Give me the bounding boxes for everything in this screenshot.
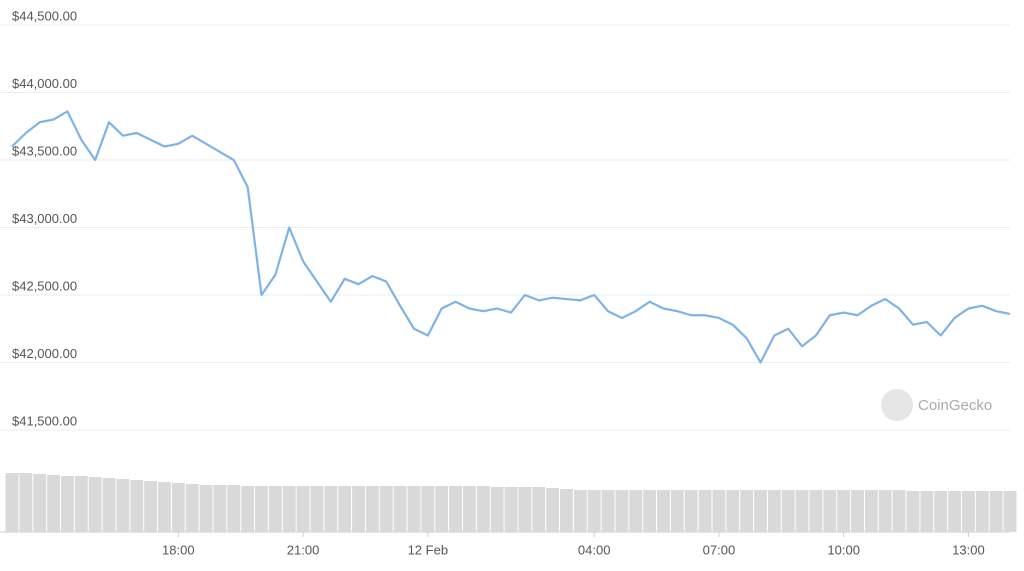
- volume-bar: [934, 491, 948, 532]
- volume-bar: [573, 490, 587, 532]
- volume-bar: [961, 491, 975, 532]
- volume-bar: [615, 490, 629, 532]
- volume-bar: [657, 490, 670, 532]
- volume-bar: [476, 486, 490, 532]
- volume-bar: [532, 487, 546, 532]
- volume-bar: [158, 482, 171, 532]
- x-tick-label: 07:00: [703, 542, 736, 557]
- price-line: [11, 110, 1011, 364]
- volume-bar: [213, 485, 227, 532]
- volume-bar: [920, 491, 934, 532]
- volume-bar: [171, 483, 185, 532]
- volume-bar: [878, 490, 892, 532]
- volume-bar: [1003, 491, 1017, 532]
- watermark-text: CoinGecko: [918, 397, 992, 414]
- y-tick-label: $42,000.00: [12, 346, 77, 361]
- volume-bar: [74, 476, 88, 532]
- volume-bar: [740, 490, 754, 532]
- volume-bar: [504, 487, 518, 532]
- volume-bar: [601, 490, 615, 532]
- volume-bar: [754, 490, 767, 532]
- volume-bar: [726, 490, 740, 532]
- volume-bar: [241, 486, 255, 532]
- volume-bar: [560, 489, 573, 532]
- volume-bar: [61, 476, 74, 532]
- volume-bar: [948, 491, 961, 532]
- volume-bar: [975, 491, 989, 532]
- volume-bar: [310, 486, 324, 532]
- volume-bar: [698, 490, 712, 532]
- volume-bar: [795, 490, 809, 532]
- x-tick-label: 18:00: [162, 542, 195, 557]
- volume-bar: [393, 486, 407, 532]
- x-tick-label: 04:00: [578, 542, 611, 557]
- volume-bar: [684, 490, 698, 532]
- watermark-logo: [881, 389, 913, 421]
- y-tick-label: $43,500.00: [12, 143, 77, 158]
- volume-bar: [144, 481, 158, 532]
- x-tick-label: 12 Feb: [408, 542, 448, 557]
- volume-bar: [809, 490, 823, 532]
- volume-bar: [365, 486, 379, 532]
- volume-bar: [587, 490, 601, 532]
- y-tick-label: $41,500.00: [12, 413, 77, 428]
- volume-bar: [712, 490, 726, 532]
- volume-bar: [546, 488, 560, 532]
- x-tick-label: 10:00: [827, 542, 860, 557]
- y-tick-label: $44,000.00: [12, 76, 77, 91]
- volume-bar: [823, 490, 837, 532]
- volume-bar: [421, 486, 435, 532]
- volume-bar: [227, 485, 241, 532]
- volume-bar: [5, 473, 19, 532]
- volume-bar: [449, 486, 462, 532]
- volume-bar: [282, 486, 296, 532]
- volume-bar: [837, 490, 851, 532]
- volume-bar: [435, 486, 449, 532]
- y-tick-label: $43,000.00: [12, 211, 77, 226]
- volume-bar: [379, 486, 393, 532]
- volume-bar: [268, 486, 282, 532]
- volume-bar: [851, 490, 864, 532]
- y-tick-label: $42,500.00: [12, 278, 77, 293]
- x-tick-label: 13:00: [952, 542, 985, 557]
- volume-bar: [462, 486, 476, 532]
- volume-bar: [130, 480, 144, 532]
- volume-bar: [296, 486, 310, 532]
- volume-bar: [864, 490, 878, 532]
- volume-bar: [185, 484, 199, 532]
- volume-bar: [352, 486, 365, 532]
- volume-bar: [338, 486, 352, 532]
- watermark: CoinGecko: [881, 389, 992, 421]
- volume-bar: [324, 486, 338, 532]
- volume-bar: [629, 490, 643, 532]
- volume-bar: [116, 479, 130, 532]
- volume-bar: [490, 487, 504, 532]
- y-tick-label: $44,500.00: [12, 8, 77, 23]
- volume-bar: [906, 491, 920, 532]
- volume-bar: [255, 486, 268, 532]
- volume-bar: [643, 490, 657, 532]
- volume-bar: [518, 487, 532, 532]
- volume-bar: [88, 477, 102, 532]
- volume-bar: [47, 475, 61, 532]
- volume-bar: [989, 491, 1003, 532]
- volume-bar: [892, 490, 906, 532]
- volume-bar: [19, 473, 33, 532]
- volume-bar: [102, 478, 116, 532]
- volume-bar: [33, 474, 47, 532]
- volume-bar: [670, 490, 684, 532]
- x-tick-label: 21:00: [287, 542, 320, 557]
- volume-bar: [781, 490, 795, 532]
- plot: $44,500.00 $44,000.00 $43,500.00 $43,000.00…: [0, 8, 1017, 557]
- volume-bar: [199, 485, 213, 532]
- volume-bar: [767, 490, 781, 532]
- volume-bar: [407, 486, 421, 532]
